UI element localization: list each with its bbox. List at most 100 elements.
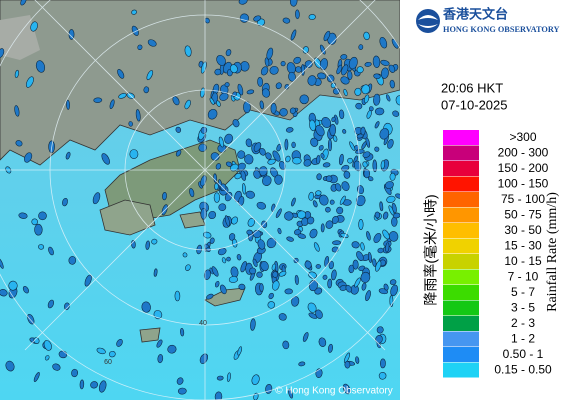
rain-echo: [341, 64, 349, 76]
rain-echo: [367, 252, 373, 263]
rain-echo: [282, 340, 290, 350]
rain-echo: [390, 284, 398, 297]
rain-echo: [338, 153, 344, 166]
rain-echo: [210, 152, 220, 161]
rain-echo: [131, 25, 139, 36]
rain-echo: [297, 210, 307, 219]
rain-echo: [375, 260, 382, 272]
rain-echo: [0, 48, 5, 58]
rain-echo: [224, 191, 233, 202]
legend-label: 75 - 100: [501, 192, 545, 206]
rain-echo: [267, 158, 276, 165]
rain-echo: [64, 302, 70, 311]
rain-echo: [363, 31, 370, 41]
rain-echo: [285, 127, 294, 133]
rain-echo: [392, 110, 400, 117]
rain-echo: [184, 99, 191, 110]
rain-echo: [228, 233, 236, 241]
rain-echo: [327, 278, 333, 289]
logo-zh: 香港天文台: [442, 6, 508, 21]
rain-echo: [270, 102, 277, 114]
rain-echo: [356, 251, 364, 262]
legend-label: 0.50 - 1: [503, 347, 544, 361]
rain-echo: [71, 368, 79, 378]
rain-echo: [260, 260, 269, 272]
rain-echo: [250, 318, 256, 331]
rain-echo: [379, 128, 390, 140]
rain-echo: [340, 76, 350, 85]
rain-echo: [238, 283, 246, 291]
rain-echo: [380, 160, 385, 170]
rain-echo: [355, 102, 363, 110]
rain-echo: [320, 153, 325, 159]
rain-echo: [203, 269, 211, 280]
rain-echo: [242, 183, 246, 195]
rain-echo: [361, 282, 367, 291]
rain-echo: [278, 313, 287, 321]
legend-label: 30 - 50: [504, 223, 542, 237]
rain-echo: [303, 159, 312, 167]
rain-echo: [323, 30, 331, 42]
rain-echo: [280, 61, 286, 67]
rain-echo: [151, 238, 158, 245]
rain-echo: [218, 203, 227, 212]
rain-echo: [213, 192, 220, 203]
rain-echo: [343, 88, 348, 97]
rain-echo: [189, 188, 195, 198]
rain-echo: [204, 17, 210, 24]
rain-echo: [20, 0, 27, 6]
rain-echo: [8, 280, 18, 291]
rain-echo: [48, 246, 54, 256]
rain-echo: [379, 36, 388, 49]
rain-echo: [237, 150, 246, 159]
rain-echo: [307, 302, 317, 313]
rain-echo: [289, 0, 298, 7]
rain-echoes: [0, 0, 400, 400]
rain-echo: [207, 108, 218, 120]
rain-echo: [353, 160, 362, 172]
rain-echo: [294, 274, 299, 285]
ring-label: 40: [199, 320, 207, 327]
rain-echo: [365, 290, 371, 302]
rain-echo: [272, 280, 280, 291]
rain-echo: [131, 9, 137, 15]
legend-label: 5 - 7: [511, 285, 535, 299]
rain-echo: [0, 258, 4, 269]
rain-echo: [331, 269, 337, 281]
rain-echo: [365, 137, 371, 148]
rain-echo: [167, 344, 177, 354]
rain-echo: [379, 358, 386, 369]
rain-echo: [342, 129, 347, 134]
rain-echo: [224, 133, 233, 144]
rain-echo: [276, 143, 282, 152]
rain-echo: [153, 268, 158, 277]
rain-echo: [231, 216, 239, 225]
rain-echo: [309, 228, 318, 239]
rain-echo: [391, 216, 398, 227]
rain-echo: [315, 309, 323, 319]
legend-label: 2 - 3: [511, 316, 535, 330]
rain-echo: [96, 347, 106, 355]
rain-echo: [329, 123, 337, 137]
rain-echo: [315, 190, 322, 196]
rain-echo: [284, 138, 289, 151]
rain-echo: [244, 154, 254, 165]
rain-echo: [342, 383, 351, 395]
rain-echo: [98, 380, 107, 393]
rain-echo: [351, 241, 360, 249]
rain-echo: [84, 274, 92, 287]
rain-echo: [340, 54, 348, 60]
rain-echo: [389, 172, 396, 181]
rain-echo: [329, 199, 335, 205]
legend-swatch: [443, 254, 479, 269]
legend-swatch: [443, 161, 479, 176]
rain-echo: [347, 157, 353, 164]
rain-echo: [362, 161, 368, 168]
rain-echo: [325, 206, 331, 213]
legend-swatch: [443, 347, 479, 362]
rain-echo: [376, 326, 384, 334]
rain-echo: [228, 276, 238, 283]
rain-echo: [372, 258, 377, 267]
rain-echo: [302, 332, 309, 342]
